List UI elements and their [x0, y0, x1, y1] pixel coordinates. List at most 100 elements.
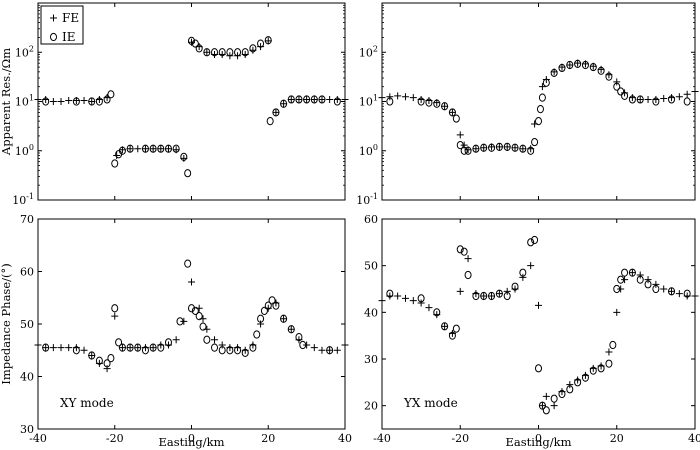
- yx-phase-fe-point: [495, 290, 503, 298]
- xy-res-ie-point: [141, 144, 149, 153]
- yx-phase-fe-point: [503, 287, 511, 295]
- xy-phase-ie-point: [272, 301, 280, 310]
- xy-res-fe-point: [157, 145, 165, 153]
- yx-res-fe-point: [386, 93, 394, 101]
- yx-res-fe-point: [448, 108, 456, 116]
- xy-phase-ie-point: [118, 343, 126, 352]
- yx-phase-ytick-label: 40: [364, 306, 378, 319]
- xy-res-fe-point: [34, 95, 42, 103]
- yx-res-fe-point: [495, 143, 503, 151]
- yx-phase-ie-point: [531, 235, 539, 245]
- yx-phase-ie-point: [460, 247, 468, 256]
- yx-res-fe-point: [378, 94, 386, 102]
- yx-phase-mode-label: YX mode: [403, 396, 458, 410]
- yx-phase-ie-point: [683, 289, 691, 298]
- yx-res-ie-point: [597, 66, 605, 75]
- xy-phase-xtick-label: -20: [106, 432, 124, 445]
- yx-phase-ytick-label: 20: [364, 400, 378, 413]
- yx-res-ie-point: [503, 142, 511, 151]
- yx-phase-fe-point: [644, 276, 652, 284]
- yx-res-ie-point: [613, 82, 621, 91]
- xy-phase-ie-point: [326, 346, 334, 355]
- xy-res-ie-point: [95, 97, 103, 106]
- yx-phase-fe-point: [668, 287, 676, 295]
- yx-phase-fe-point: [441, 322, 449, 330]
- xy-res-fe-point: [264, 37, 272, 45]
- xy-phase-fe-point: [341, 341, 349, 349]
- yx-phase-ie-point: [452, 324, 460, 333]
- xy-phase-ie-point: [211, 343, 219, 352]
- yx-res-ie-point: [589, 62, 597, 72]
- yx-res-ie-point: [472, 144, 480, 153]
- yx-phase-fe-point: [566, 381, 574, 389]
- yx-phase-ie-point: [511, 282, 519, 291]
- xy-res-ie-point: [191, 39, 199, 48]
- yx-phase-fe-point: [409, 297, 417, 305]
- yx-res-ie-point: [566, 60, 574, 70]
- yx-phase-ie-point: [644, 280, 652, 289]
- xy-phase-ie-point: [253, 330, 261, 339]
- xy-res-ie-point: [118, 146, 126, 155]
- xy-phase-ie-point: [111, 304, 119, 313]
- yx-res-fe-point: [441, 102, 449, 110]
- yx-phase-fe-point: [652, 280, 660, 288]
- yx-phase-xtick-label: 40: [688, 432, 700, 445]
- xy-phase-fe-point: [126, 344, 134, 352]
- xy-phase-ie-point: [72, 346, 80, 355]
- xy-phase-ie-point: [280, 314, 288, 323]
- yx-res-ie-point: [480, 143, 488, 152]
- yx-res-ie-point: [519, 144, 527, 153]
- yx-res-ie-point: [617, 87, 625, 96]
- yx-res-fe-point: [691, 87, 699, 95]
- yx-res-ie-point: [441, 102, 449, 111]
- yx-res-ie-point: [574, 59, 582, 69]
- xy-res-fe-point: [88, 98, 96, 105]
- xy-res-ie-point: [249, 44, 257, 53]
- xy-phase-ie-point: [95, 356, 103, 365]
- yx-res-ie-point: [542, 78, 550, 87]
- yx-phase-ie-point: [456, 245, 464, 254]
- xy-res-fe-point: [287, 95, 295, 103]
- xy-phase-xtick-label: 40: [338, 432, 352, 445]
- labels: Easting/km Easting/km: [159, 435, 572, 449]
- xy-phase-ie-point: [115, 338, 123, 347]
- yx-phase-ie-point: [617, 275, 625, 284]
- xy-res-ie-point: [42, 97, 50, 106]
- xy-phase-ie-point: [88, 351, 96, 360]
- yx-res-ie-point: [460, 146, 468, 155]
- yx-res-ie-point: [668, 95, 676, 104]
- xy-phase-fe-point: [80, 346, 88, 354]
- xy-phase-ie-point: [184, 259, 192, 268]
- xy-phase-fe-point: [303, 341, 311, 349]
- yx-phase-ie-point: [636, 275, 644, 284]
- xy-phase-ie-point: [260, 306, 268, 315]
- xy-res-fe-point: [49, 98, 57, 105]
- xy-phase-ie-point: [241, 348, 249, 357]
- xy-phase-fe-point: [333, 346, 341, 354]
- xy-phase-ie-point: [107, 354, 115, 363]
- yx-phase-fe-point: [675, 290, 683, 298]
- xy-res-ie-point: [280, 99, 288, 108]
- xy-phase-fe-point: [188, 278, 195, 286]
- yx-phase-fe-point: [538, 402, 546, 410]
- yx-res-ie-point: [652, 97, 660, 106]
- yx-res-ie-point: [456, 141, 464, 150]
- xy-phase-fe-point: [65, 344, 73, 352]
- yx-res-ie-point: [452, 114, 460, 123]
- yx-phase-xtick-label: 0: [535, 432, 542, 445]
- xy-res-fe-point: [272, 108, 280, 116]
- yx-res-fe-point: [683, 90, 691, 98]
- yx-phase-ie-point: [535, 364, 542, 373]
- xy-phase-fe-point: [111, 312, 119, 320]
- yx-phase-ytick-label: 60: [364, 213, 378, 226]
- xy-res-ie-point: [226, 48, 234, 57]
- yx-res-ie-point: [535, 116, 542, 126]
- yx-res-ie-point: [464, 146, 472, 155]
- xy-res-ie-point: [211, 48, 219, 57]
- xy-phase-ie-point: [249, 343, 257, 352]
- xy-res-fe-point: [134, 145, 142, 153]
- yx-phase-ie-point: [386, 289, 394, 298]
- yx-phase-fe-point: [535, 301, 542, 309]
- yx-res-fe-point: [675, 93, 683, 101]
